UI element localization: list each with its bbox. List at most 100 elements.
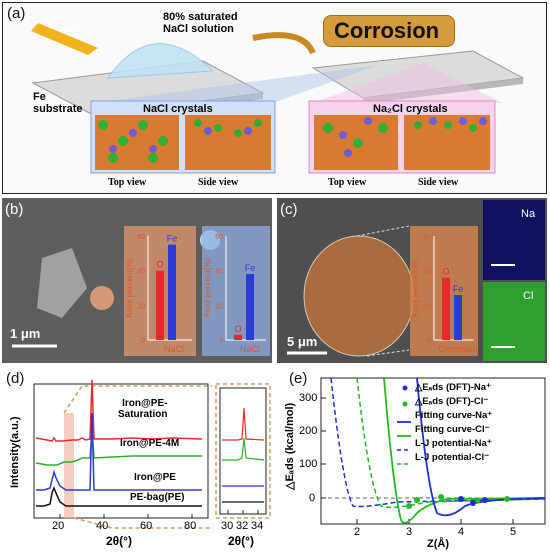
nacl-projection	[93, 65, 378, 103]
lj-na-curve	[330, 377, 546, 508]
inset-b2: 0 20 40 60 O Fe NaCl Atom percent(%)	[202, 226, 270, 356]
solution-label: 80% saturated NaCl solution	[163, 11, 238, 35]
label-saturation: Iron@PE- Saturation	[118, 398, 168, 420]
zoom-box	[215, 383, 271, 519]
legend-fit-cl: Fitting curve-Cl⁻	[415, 424, 490, 435]
inset-ytick: 20	[137, 303, 145, 310]
panel-e: (e) △Eₐds (kcal/mol) 300 200	[277, 368, 549, 553]
corrosion-arrow	[252, 32, 316, 55]
ytick-300: 300	[299, 392, 318, 404]
inset-ytick: 20	[215, 303, 223, 310]
label-iron-pe: Iron@PE	[134, 472, 176, 483]
na-map-label: Na	[521, 208, 536, 220]
inset-ytick: 0	[427, 338, 431, 345]
inset-ytick: 40	[215, 269, 223, 276]
xtick-e-4: 4	[458, 526, 465, 538]
inset-bar-o	[234, 334, 242, 340]
cl-map-label: Cl	[523, 290, 534, 302]
inset-bar-o	[156, 270, 164, 340]
na2cl-crystals-label: Na₂Cl crystals	[373, 103, 448, 115]
panel-c: (c) 5 μm 0 20 40 60 O Fe Corrosion Atom percent…	[277, 198, 547, 363]
inset-bar-label: Fe	[453, 284, 464, 294]
inset-xlabel: NaCl	[164, 344, 184, 354]
energy-ylabel: △Eₐds (kcal/mol)	[284, 402, 296, 490]
inset-bar-label: O	[442, 267, 449, 277]
inset-bar-fe	[168, 244, 176, 340]
inset-bar-label: Fe	[167, 234, 178, 244]
inset-ytick: 60	[215, 234, 223, 241]
panel-e-label: (e)	[289, 370, 308, 387]
energy-chart	[320, 377, 546, 525]
inset-ytick: 60	[137, 234, 145, 241]
panel-c-label: (c)	[280, 201, 298, 218]
scale-label-c: 5 μm	[287, 334, 318, 349]
fit-cl-curve	[383, 377, 546, 524]
inset-ytick: 40	[423, 269, 431, 276]
inset-bar-fe	[246, 274, 254, 340]
inset-bar-label: Fe	[245, 263, 256, 273]
analysis-spot-1	[90, 286, 114, 310]
xtick-30: 30	[221, 520, 234, 532]
trace-4m	[35, 429, 202, 466]
inset-ylabel: Atom percent(%)	[203, 258, 212, 318]
inset-bar-fe	[454, 294, 462, 340]
inset-bar-o	[442, 277, 450, 340]
xrd-xlabel-main: 2θ(°)	[106, 534, 132, 548]
lj-cl-curve	[356, 377, 546, 509]
xtick-60: 60	[140, 520, 153, 532]
xtick-34: 34	[251, 520, 264, 532]
legend-dft-cl: △Eₐds (DFT)-Cl⁻	[415, 396, 489, 407]
inset-bar-label: O	[234, 324, 241, 334]
label-pe: PE-bag(PE)	[130, 492, 185, 503]
inset-ylabel: Atom percent(%)	[411, 258, 420, 318]
na-map: Na	[483, 200, 545, 280]
panel-b: (b) 1 μm 0 20 40 60 O Fe NaCl Atom percent(%) 0…	[2, 198, 272, 363]
inset-ytick: 60	[423, 234, 431, 241]
inset-xlabel: Corrosion	[438, 344, 477, 354]
corrosion-region	[303, 235, 415, 357]
legend-dft-na: △Eₐds (DFT)-Na⁺	[415, 382, 492, 393]
inset-c-chart: 0 20 40 60 O Fe Corrosion Atom percent(%)	[411, 234, 478, 354]
fit-na-curve	[416, 377, 546, 517]
xtick-e-2: 2	[354, 526, 361, 538]
legend-fit-na: Fitting curve-Na⁺	[415, 410, 493, 421]
xtick-32: 32	[236, 520, 249, 532]
xrd-xlabel-zoom: 2θ(°)	[228, 534, 254, 548]
ytick-0: 0	[309, 492, 316, 504]
nacl-crystals-label: NaCl crystals	[143, 103, 213, 115]
energy-xlabel: Z(Å)	[427, 538, 449, 550]
label-4m: Iron@PE-4M	[120, 438, 180, 449]
inset-bar-label: O	[156, 260, 163, 270]
trace-iron-pe	[36, 412, 202, 491]
panel-b-label: (b)	[5, 201, 24, 218]
side-view-label-1: Side view	[198, 177, 239, 188]
legend-markers	[397, 385, 411, 465]
panel-a: (a) Air blow 80% saturated NaCl solution…	[2, 2, 547, 194]
xtick-40: 40	[96, 520, 109, 532]
top-view-label-2: Top view	[328, 177, 367, 188]
substrate-label: Fe substrate	[33, 91, 83, 115]
inset-b2-chart: 0 20 40 60 O Fe NaCl Atom percent(%)	[203, 234, 266, 354]
inset-ytick: 40	[137, 269, 145, 276]
highlight-region	[64, 413, 74, 518]
na2cl-projection	[313, 63, 503, 103]
energy-legend: △Eₐds (DFT)-Na⁺ △Eₐds (DFT)-Cl⁻ Fitting …	[415, 381, 492, 465]
energy-plot-frame	[320, 377, 546, 525]
panel-a-illustration	[31, 23, 525, 174]
inset-ylabel: Atom percent(%)	[125, 258, 134, 318]
xtick-e-3: 3	[406, 526, 413, 538]
legend-lj-cl: L-J potential-Cl⁻	[415, 452, 490, 463]
nacl-droplet	[106, 43, 215, 79]
xtick-e-5: 5	[510, 526, 517, 538]
inset-ytick: 0	[141, 338, 145, 345]
corrosion-box: Corrosion	[323, 15, 455, 47]
trace-pe	[36, 485, 202, 507]
main-plot-frame	[33, 383, 209, 519]
xrd-ylabel: Intensity(a.u.)	[9, 416, 21, 488]
ytick-200: 200	[299, 425, 318, 437]
scale-label: 1 μm	[10, 326, 41, 341]
side-view-label-2: Side view	[418, 177, 459, 188]
cl-map: Cl	[483, 282, 545, 361]
legend-lj-na: L-J potential-Na⁺	[415, 438, 492, 449]
top-view-label-1: Top view	[108, 177, 147, 188]
